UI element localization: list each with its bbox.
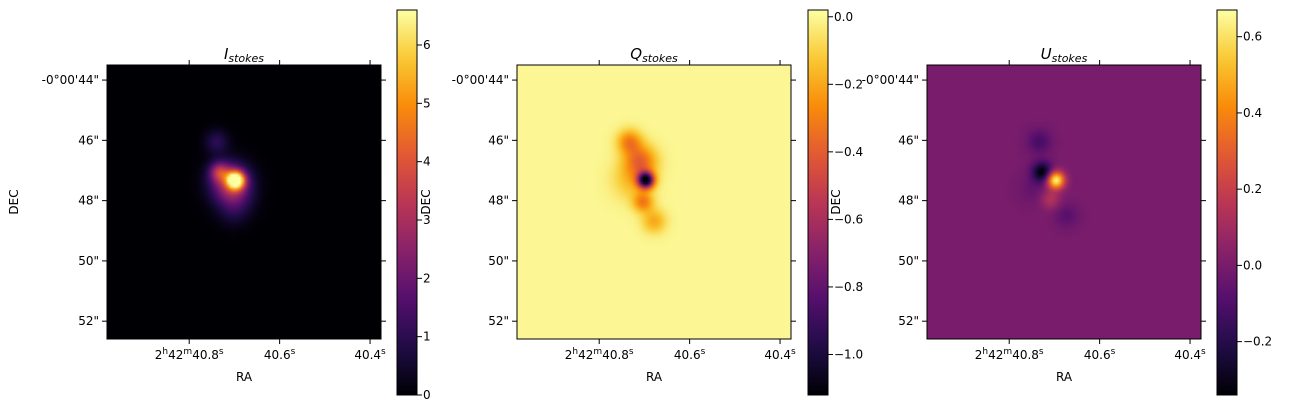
colorbar-tick-label: −1.0 [834,347,863,361]
y-tick-label: -0°00'44" [452,73,509,87]
heatmap-image [927,65,1201,339]
y-axis-label: DEC [829,189,843,214]
colorbar-bar [1216,9,1238,396]
y-tick-label: 52" [488,314,509,328]
colorbar-tick-label: 6 [423,38,431,52]
y-tick-label: 50" [488,254,509,268]
y-tick-label: 46" [898,133,919,147]
colorbar-tick-label: 0.2 [1243,182,1262,196]
colorbar-bar [807,9,829,396]
heatmap-image [517,65,791,339]
y-tick-label: 50" [78,254,99,268]
axes-frame [106,64,382,340]
x-axis-label: RA [646,370,663,384]
colorbar-tick-label: 0.0 [834,10,853,24]
y-axis-label: DEC [7,189,21,214]
chart-title: Istokes [224,45,264,65]
colorbar-tick-label: 1 [423,330,431,344]
colorbar-tick-label: 0.6 [1243,30,1262,44]
colorbar-bar [396,9,418,396]
x-tick-label: 2h​42m​40.8s​ [565,347,634,362]
chart-panel-1: Istokes -0°00'44" 46" 48" 50" 52" 2h​42m​40.8s… [7,9,431,402]
colorbar-tick-label: −0.6 [834,212,863,226]
y-tick-label: 48" [488,194,509,208]
heatmap-image [107,65,381,339]
colorbar-tick-label: 2 [423,271,431,285]
chart-panel-3: Ustokes -0°00'44" 46" 48" 50" 52" 2h​42m​40.8s… [829,9,1272,396]
colorbar-tick-label: −0.8 [834,280,863,294]
y-tick-label: 48" [78,194,99,208]
chart-panel-2: Qstokes -0°00'44" 46" 48" 50" 52" 2h​42m​40.8s… [419,9,863,396]
y-tick-label: 46" [488,133,509,147]
colorbar: 0 1 2 3 4 5 6 [396,9,431,402]
axes-frame [516,64,792,340]
x-tick-label: 40.4s​ [354,347,386,362]
chart-title: Qstokes [630,45,678,65]
colorbar-tick-label: 4 [423,155,431,169]
y-tick-label: 52" [898,314,919,328]
x-tick-label: 2h​42m​40.8s​ [975,347,1044,362]
colorbar-tick-label: 3 [423,213,431,227]
chart-title: Ustokes [1041,45,1088,65]
axes-frame [926,64,1202,340]
x-tick-label: 40.6s​ [264,347,296,362]
y-tick-label: 48" [898,194,919,208]
x-axis-label: RA [236,370,253,384]
y-tick-label: -0°00'44" [42,73,99,87]
x-tick-label: 40.6s​ [674,347,706,362]
y-tick-label: 46" [78,133,99,147]
y-axis-label: DEC [419,189,433,214]
y-tick-label: 50" [898,254,919,268]
x-tick-label: 40.6s​ [1084,347,1116,362]
x-axis-label: RA [1056,370,1073,384]
x-tick-label: 40.4s​ [1174,347,1206,362]
colorbar-tick-label: −0.4 [834,145,863,159]
x-tick-label: 40.4s​ [764,347,796,362]
colorbar: −0.2 0.0 0.2 0.4 0.6 [1216,9,1272,396]
y-tick-label: -0°00'44" [862,73,919,87]
colorbar-tick-label: 0 [423,388,431,402]
colorbar-tick-label: −0.2 [1243,335,1272,349]
y-tick-label: 52" [78,314,99,328]
colorbar-tick-label: 0.4 [1243,106,1262,120]
colorbar-tick-label: −0.2 [834,77,863,91]
colorbar-tick-label: 5 [423,96,431,110]
colorbar-tick-label: 0.0 [1243,258,1262,272]
x-tick-label: 2h​42m​40.8s​ [155,347,224,362]
colorbar: −1.0 −0.8 −0.6 −0.4 −0.2 0.0 [807,9,863,396]
